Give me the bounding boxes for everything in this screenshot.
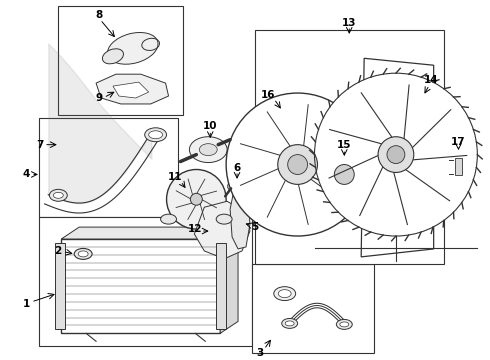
Ellipse shape [216,214,232,224]
Ellipse shape [274,287,295,301]
Text: 17: 17 [451,137,466,147]
Ellipse shape [161,214,176,224]
Text: 11: 11 [168,172,183,183]
Polygon shape [96,74,169,104]
Ellipse shape [78,251,88,257]
Circle shape [288,154,308,175]
Bar [40,118,178,217]
Text: 10: 10 [203,121,218,131]
Ellipse shape [145,128,167,142]
Bar [252,264,374,353]
Text: 4: 4 [23,170,30,180]
Text: 12: 12 [188,224,202,234]
Bar [58,6,183,115]
Ellipse shape [228,178,243,190]
Bar [453,150,465,184]
Ellipse shape [74,248,92,259]
Text: 2: 2 [54,246,61,256]
Text: 5: 5 [251,222,259,232]
Bar [216,243,226,329]
Bar [40,217,252,346]
Circle shape [378,137,414,172]
Text: 9: 9 [96,93,102,103]
Polygon shape [220,227,238,333]
Circle shape [191,193,202,205]
Ellipse shape [148,131,163,139]
Ellipse shape [278,290,291,298]
Text: 14: 14 [423,75,438,85]
Ellipse shape [340,322,349,327]
Ellipse shape [285,321,294,326]
Circle shape [315,73,477,236]
Text: 7: 7 [36,140,43,150]
Circle shape [278,145,318,184]
Ellipse shape [190,137,227,163]
Circle shape [226,93,369,236]
Ellipse shape [49,189,67,201]
Text: 16: 16 [261,90,275,100]
Ellipse shape [199,144,217,156]
Bar [455,158,463,175]
Polygon shape [61,227,238,239]
Circle shape [387,146,405,163]
Polygon shape [361,58,434,257]
Circle shape [326,157,362,192]
Polygon shape [195,201,250,259]
Bar [255,31,443,264]
Ellipse shape [102,49,123,64]
Circle shape [334,165,354,184]
Text: 1: 1 [23,298,30,309]
Text: 13: 13 [342,18,357,27]
Ellipse shape [336,319,352,329]
Ellipse shape [282,319,297,328]
Text: 8: 8 [96,10,103,19]
Circle shape [167,170,226,229]
Bar [55,243,65,329]
Polygon shape [230,187,250,249]
Text: 3: 3 [256,348,264,358]
Bar [61,239,220,333]
Text: 15: 15 [337,140,351,150]
Polygon shape [113,82,148,98]
Text: 6: 6 [233,162,241,172]
Ellipse shape [53,192,63,198]
Ellipse shape [108,32,158,64]
